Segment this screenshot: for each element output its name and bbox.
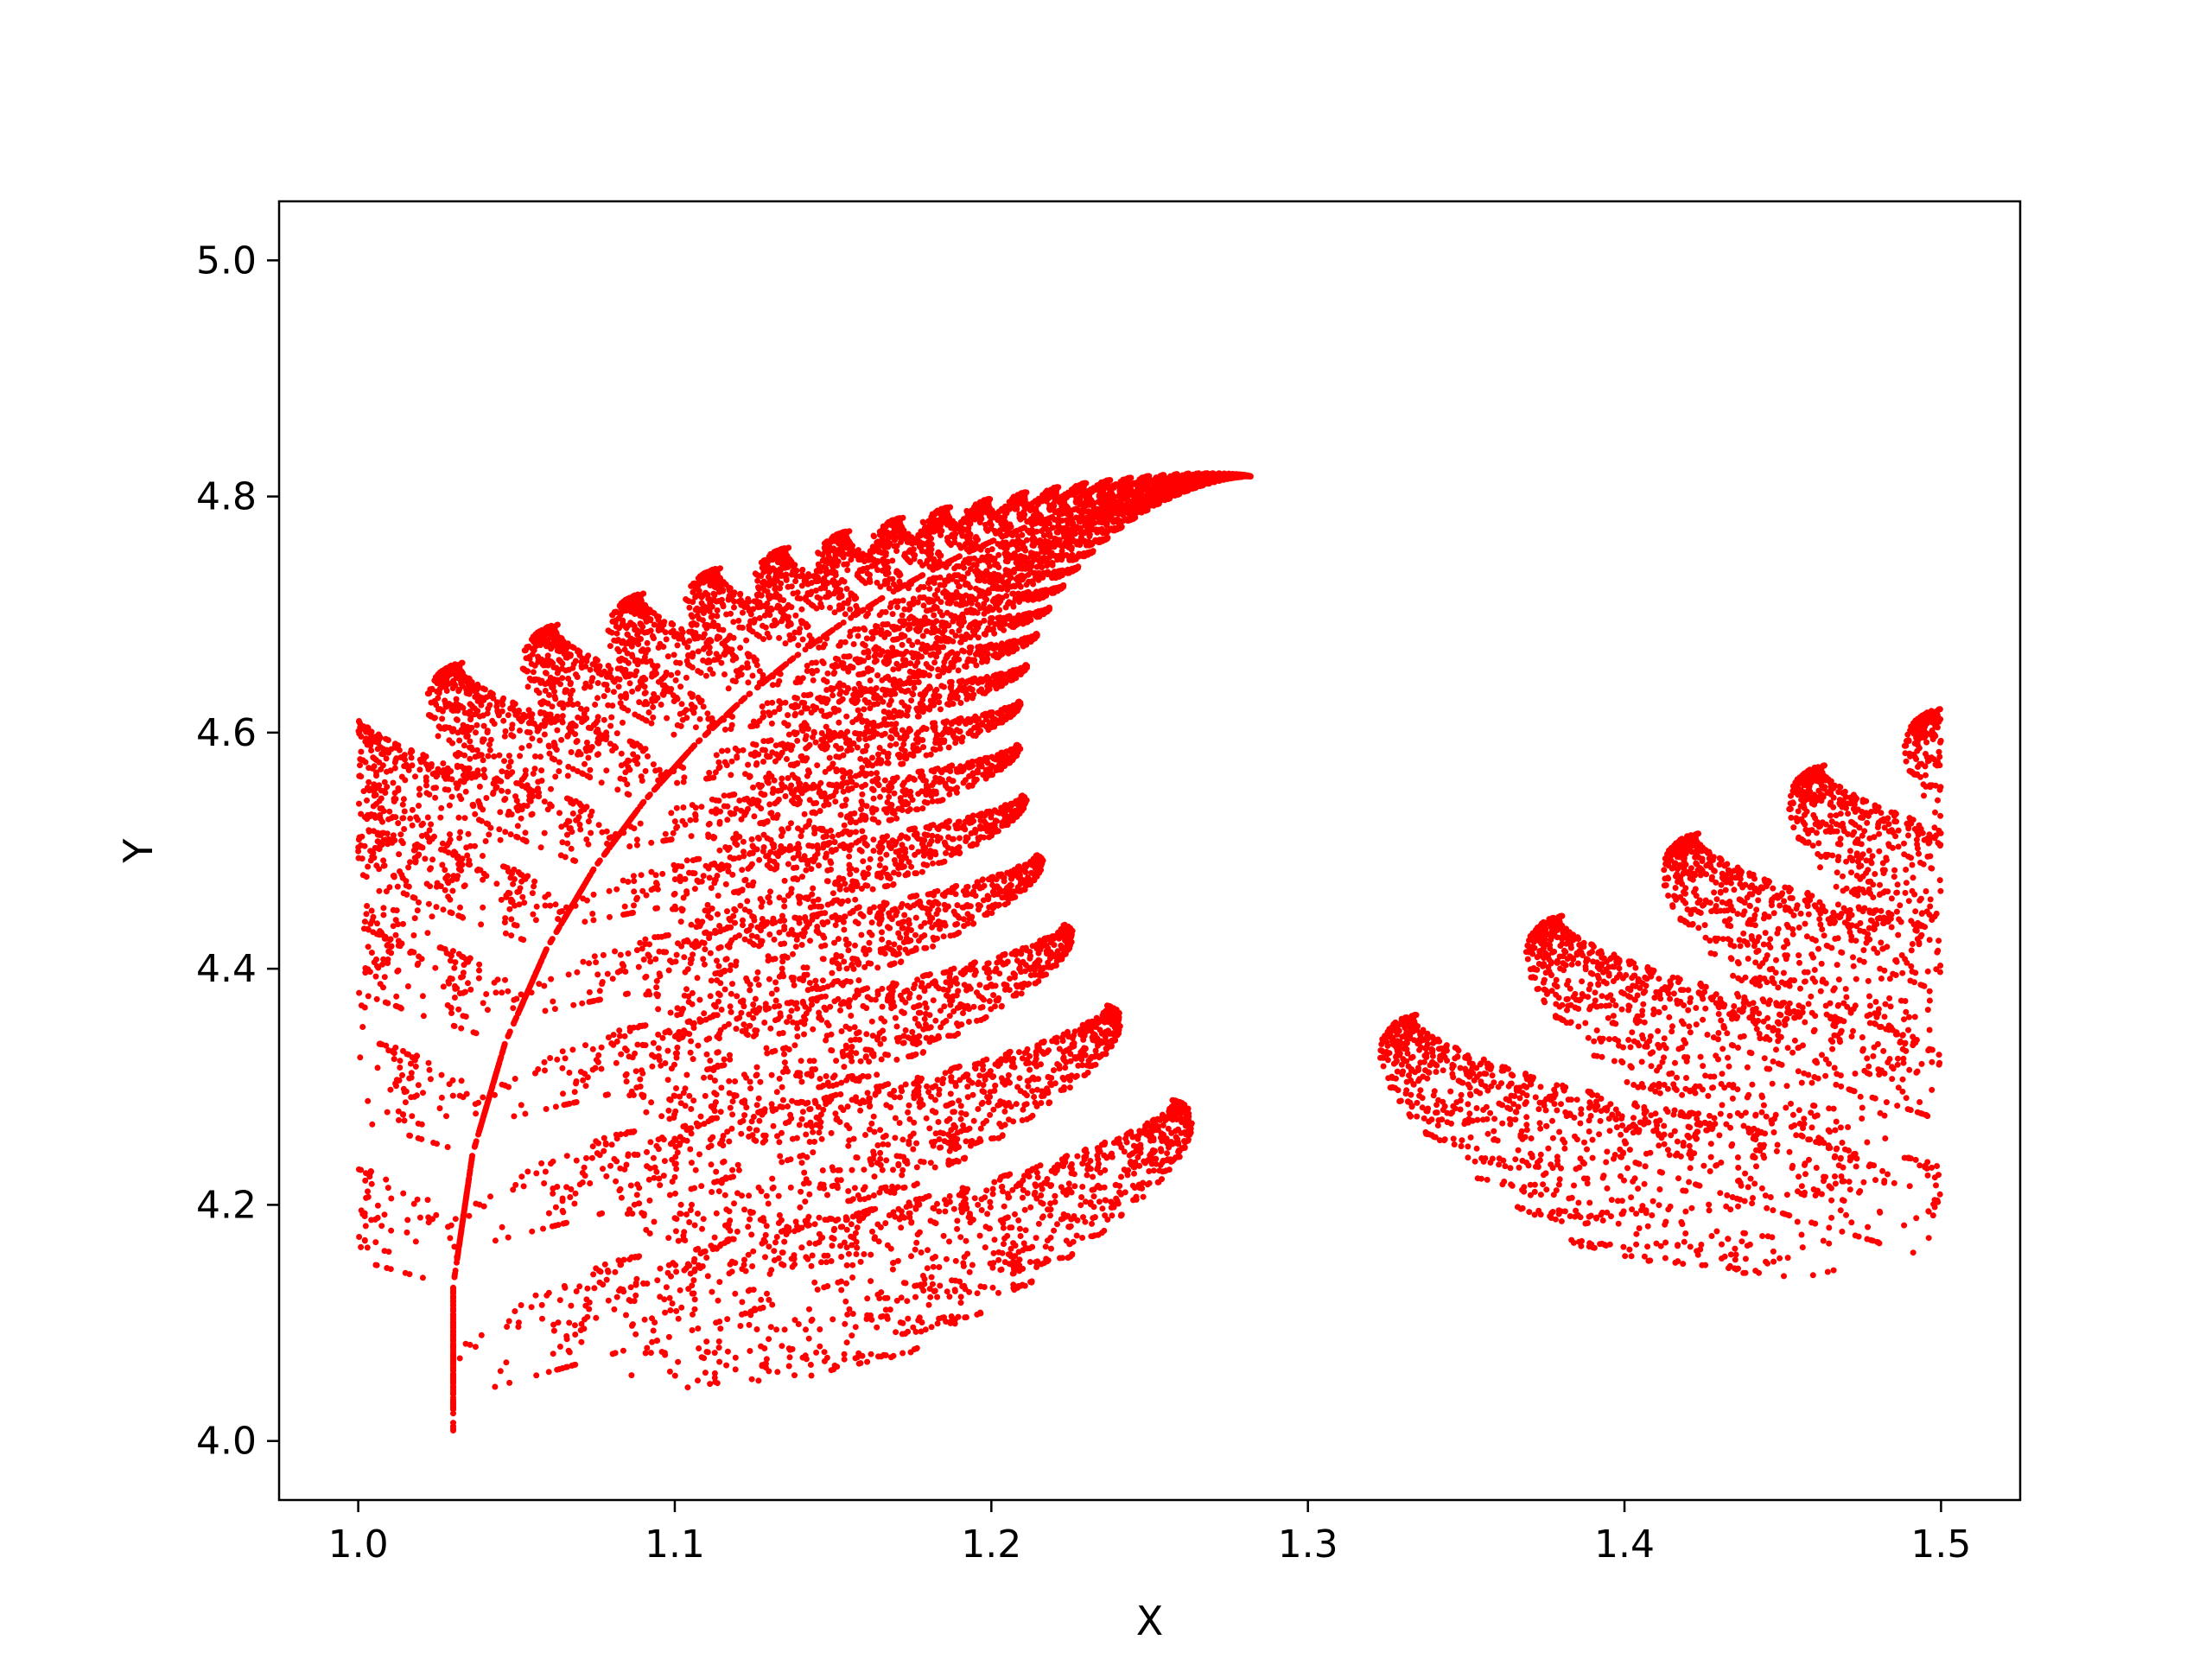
y-tick-label: 4.4 bbox=[196, 947, 257, 991]
scatter-points bbox=[355, 470, 1944, 1433]
y-tick-label: 4.2 bbox=[196, 1183, 257, 1227]
x-axis-ticks: 1.0 1.1 1.2 1.3 1.4 1.5 bbox=[328, 1500, 1971, 1567]
x-tick-label: 1.2 bbox=[961, 1522, 1021, 1567]
x-tick-label: 1.4 bbox=[1594, 1522, 1655, 1567]
x-tick-label: 1.3 bbox=[1278, 1522, 1338, 1567]
y-axis-label: Y bbox=[115, 838, 162, 864]
x-axis-label: X bbox=[1136, 1598, 1164, 1644]
y-tick-label: 4.0 bbox=[196, 1420, 257, 1464]
y-tick-label: 4.6 bbox=[196, 711, 257, 755]
y-axis-ticks: 4.0 4.2 4.4 4.6 4.8 5.0 bbox=[196, 238, 279, 1464]
x-tick-label: 1.5 bbox=[1910, 1522, 1971, 1567]
x-tick-label: 1.0 bbox=[328, 1522, 389, 1567]
fern-point-series bbox=[355, 470, 1944, 1433]
y-tick-label: 4.8 bbox=[196, 475, 257, 519]
y-tick-label: 5.0 bbox=[196, 238, 257, 283]
x-tick-label: 1.1 bbox=[645, 1522, 705, 1567]
plot-frame bbox=[277, 200, 2022, 1502]
